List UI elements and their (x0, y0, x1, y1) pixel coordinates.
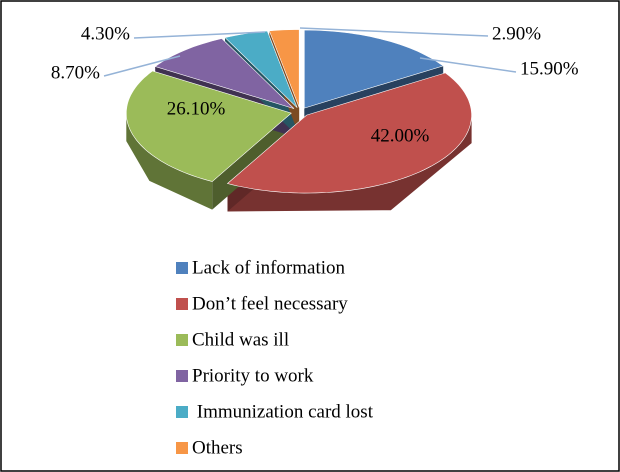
legend-label: Priority to work (192, 365, 314, 386)
slice (226, 72, 472, 194)
legend-label: Immunization card lost (192, 401, 374, 422)
legend-swatch (176, 334, 188, 346)
legend-label: Don’t feel necessary (192, 293, 348, 314)
leader-line (419, 57, 517, 73)
legend-swatch (176, 298, 188, 310)
leader-line (103, 55, 181, 77)
slice (268, 29, 300, 108)
slice-wall (212, 113, 292, 210)
data-label: 15.90% (520, 58, 579, 79)
legend-swatch (176, 442, 188, 454)
data-label: 26.10% (167, 98, 226, 119)
slice (304, 29, 444, 109)
slice-side (126, 113, 213, 210)
data-label: 42.00% (371, 125, 430, 146)
legend-label: Others (192, 437, 243, 458)
legend-label: Lack of information (192, 257, 346, 278)
slice (154, 38, 295, 109)
legend-swatch (176, 370, 188, 382)
data-label: 8.70% (51, 62, 100, 83)
legend-label: Child was ill (192, 329, 289, 350)
slice-side (227, 115, 472, 212)
data-label: 4.30% (81, 23, 130, 44)
leader-line (299, 27, 489, 37)
legend-swatch (176, 406, 188, 418)
data-label: 2.90% (492, 23, 541, 44)
leader-line (133, 31, 266, 39)
legend-swatch (176, 262, 188, 274)
slice (126, 70, 292, 182)
